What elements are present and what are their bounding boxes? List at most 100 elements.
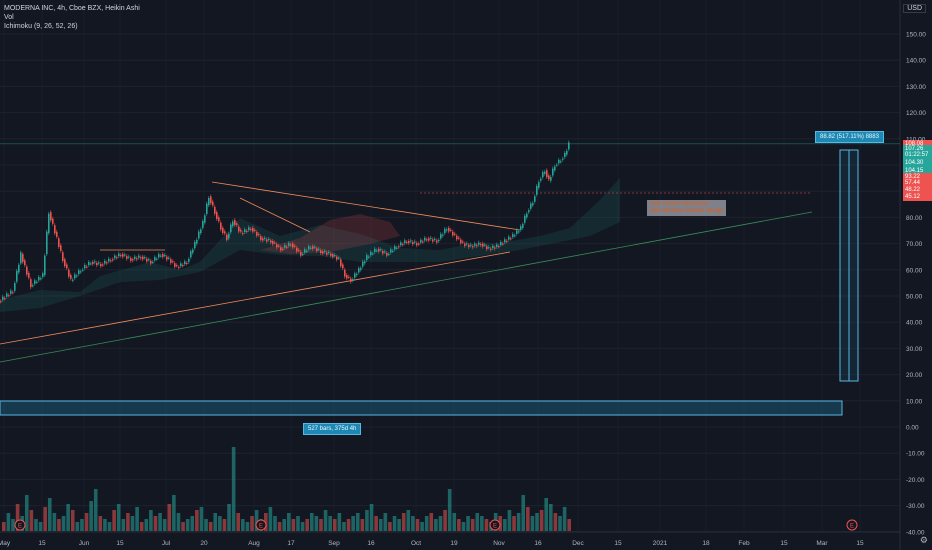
candle bbox=[466, 243, 468, 245]
volume-bar bbox=[360, 519, 365, 531]
volume-bar bbox=[80, 519, 84, 531]
candle bbox=[56, 231, 58, 237]
candle bbox=[262, 238, 264, 241]
candle bbox=[98, 262, 100, 264]
volume-bar bbox=[397, 519, 401, 531]
candle bbox=[150, 260, 152, 264]
volume-bar bbox=[264, 513, 268, 531]
volume-bar bbox=[112, 510, 116, 531]
candle bbox=[460, 239, 462, 244]
y-tick-label: 80.00 bbox=[906, 215, 923, 222]
candle bbox=[158, 254, 160, 258]
volume-bar bbox=[84, 513, 89, 531]
candle bbox=[164, 255, 166, 257]
candle bbox=[130, 258, 132, 261]
volume-indicator-label[interactable]: Vol bbox=[4, 14, 14, 21]
volume-bar bbox=[567, 519, 571, 531]
symbol-title[interactable]: MODERNA INC, 4h, Cboe BZX, Heikin Ashi bbox=[4, 5, 140, 12]
candle bbox=[92, 261, 94, 265]
ichimoku-indicator-label[interactable]: Ichimoku (9, 26, 52, 26) bbox=[4, 23, 78, 30]
candle bbox=[562, 158, 564, 160]
volume-bar bbox=[6, 513, 11, 531]
candle bbox=[290, 244, 292, 246]
candle bbox=[152, 261, 154, 263]
date-range-box bbox=[0, 400, 843, 416]
volume-bar bbox=[475, 513, 480, 531]
candle bbox=[354, 273, 356, 278]
volume-bar bbox=[415, 519, 420, 531]
x-tick-label: Oct bbox=[411, 540, 421, 547]
candle bbox=[194, 242, 196, 249]
candle bbox=[242, 233, 244, 235]
candle bbox=[116, 257, 118, 259]
candle bbox=[228, 233, 230, 239]
gear-icon[interactable]: ⚙ bbox=[919, 535, 928, 545]
candle bbox=[30, 279, 32, 288]
price-tag: 107.26 bbox=[903, 144, 932, 153]
candle bbox=[314, 246, 316, 248]
candle bbox=[128, 256, 130, 258]
volume-bar bbox=[521, 495, 526, 531]
x-tick-label: Dec bbox=[572, 540, 584, 547]
candle bbox=[252, 227, 254, 232]
candle bbox=[186, 262, 188, 264]
volume-bar bbox=[250, 516, 254, 531]
volume-bar bbox=[383, 513, 388, 531]
candle bbox=[436, 240, 438, 243]
candle bbox=[140, 257, 142, 259]
candle bbox=[372, 253, 374, 255]
trend-line-upper bbox=[211, 181, 521, 231]
x-tick-label: Jul bbox=[162, 540, 171, 547]
candle bbox=[124, 254, 126, 256]
candle bbox=[382, 250, 384, 254]
candle bbox=[266, 239, 268, 242]
volume-bar bbox=[195, 510, 199, 531]
candle bbox=[450, 229, 452, 231]
volume-bar bbox=[268, 507, 273, 531]
candle bbox=[280, 247, 282, 251]
candle bbox=[552, 168, 554, 176]
candle bbox=[268, 238, 270, 240]
candle bbox=[68, 269, 70, 277]
volume-bar bbox=[47, 498, 52, 531]
volume-bar bbox=[378, 519, 383, 531]
candle bbox=[462, 241, 464, 243]
y-tick-label: -30.00 bbox=[906, 503, 925, 510]
candle bbox=[48, 213, 50, 234]
candle bbox=[182, 265, 184, 267]
candle bbox=[566, 150, 568, 155]
candle bbox=[198, 231, 200, 239]
volume-bar bbox=[526, 507, 530, 531]
candle bbox=[64, 259, 66, 267]
volume-bar bbox=[61, 516, 66, 531]
candle bbox=[346, 275, 348, 279]
measure-label: 88.82 (517.11%) 8883 bbox=[815, 131, 884, 143]
candle bbox=[160, 255, 162, 257]
candle bbox=[136, 258, 138, 260]
candle bbox=[526, 213, 528, 218]
candle bbox=[148, 259, 150, 261]
candle bbox=[310, 247, 312, 249]
trend-line-lower bbox=[0, 251, 511, 345]
candle bbox=[430, 237, 432, 239]
currency-selector[interactable]: USD bbox=[903, 4, 926, 13]
volume-bar bbox=[305, 519, 309, 531]
candle bbox=[400, 242, 402, 246]
candle bbox=[524, 215, 526, 223]
candle bbox=[276, 244, 278, 248]
volume-bar bbox=[139, 522, 144, 531]
candle bbox=[188, 258, 190, 262]
volume-bar bbox=[342, 522, 346, 531]
candle bbox=[288, 243, 290, 246]
earnings-marker-icon bbox=[846, 519, 858, 531]
candle bbox=[300, 251, 302, 256]
candle bbox=[74, 274, 76, 279]
candle bbox=[238, 226, 240, 232]
text-annotation[interactable]: wait volume decrease and demand sustain … bbox=[647, 200, 727, 216]
candle bbox=[426, 239, 428, 241]
candle bbox=[236, 223, 238, 225]
candle bbox=[406, 242, 408, 244]
volume-bar bbox=[562, 507, 567, 531]
